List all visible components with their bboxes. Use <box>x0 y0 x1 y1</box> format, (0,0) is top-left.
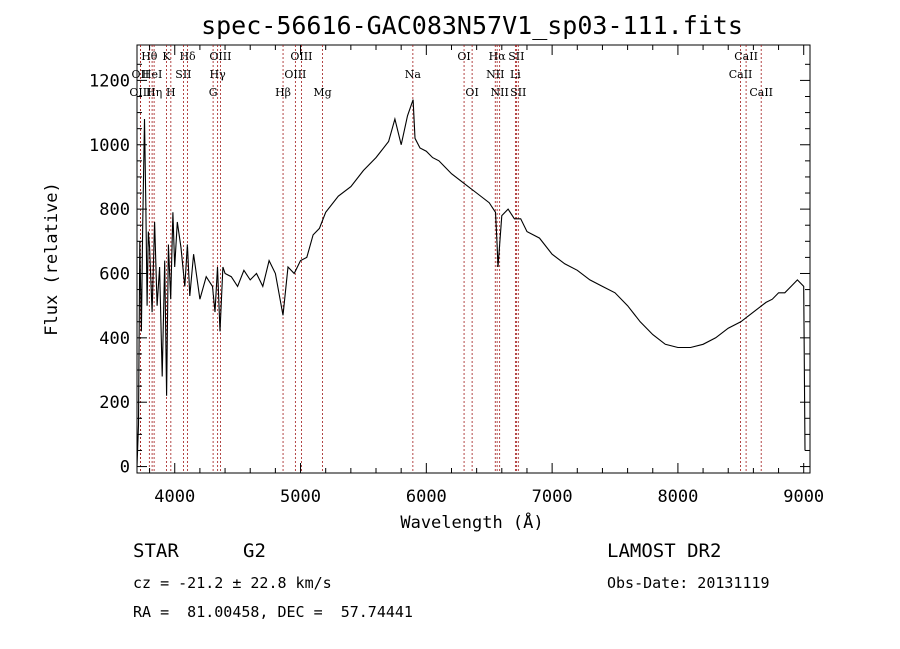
spectral-line-label: Hη <box>146 86 162 99</box>
coordinates-text: RA = 81.00458, DEC = 57.74441 <box>133 603 413 621</box>
spectrum-series-line <box>136 99 806 467</box>
x-tick-label: 5000 <box>280 487 321 507</box>
y-tick-label: 1200 <box>89 71 130 91</box>
y-tick-label: 400 <box>99 329 130 349</box>
spectral-line-label: OI <box>457 50 470 63</box>
spectral-line-label: Hβ <box>275 86 291 99</box>
spectral-line-label: Hθ <box>141 50 158 63</box>
spectral-line-label: Hγ <box>210 68 227 81</box>
y-tick-label: 600 <box>99 264 130 284</box>
spectral-line-label: Li <box>510 68 521 81</box>
y-tick-label: 1000 <box>89 136 130 156</box>
object-class: STAR <box>133 540 179 562</box>
x-axis-title: Wavelength (Å) <box>400 511 543 533</box>
spectral-line-label: OIII <box>129 86 151 99</box>
spectral-line-label: H <box>166 86 176 99</box>
y-tick-label: 800 <box>99 200 130 220</box>
spectral-line-label: Mg <box>313 86 331 99</box>
y-tick-label: 0 <box>120 458 130 478</box>
spectral-line-label: NII <box>491 86 509 99</box>
y-axis-ticks: 0 200 400 600 800 1000 1200 <box>89 63 810 478</box>
x-tick-label: 9000 <box>783 487 824 507</box>
y-tick-label: 200 <box>99 393 130 413</box>
obs-date-text: Obs-Date: 20131119 <box>607 574 770 592</box>
x-axis-ticks: 4000 5000 6000 7000 8000 9000 <box>149 45 824 507</box>
spectral-line-label: CaII <box>749 86 773 99</box>
spectral-line-label: CaII <box>729 68 753 81</box>
spectral-line-label: OI <box>465 86 478 99</box>
spectral-line-label: OIII <box>209 50 231 63</box>
spectral-line-label: SII <box>510 86 526 99</box>
x-tick-label: 6000 <box>406 487 447 507</box>
spectral-line-label: Hδ <box>179 50 196 63</box>
spectral-line-markers <box>139 45 762 473</box>
y-axis-title: Flux (relative) <box>42 182 62 336</box>
spectral-line-label: OII <box>132 68 150 81</box>
spectral-line-label: NII <box>486 68 504 81</box>
x-tick-label: 7000 <box>532 487 573 507</box>
survey-label: LAMOST DR2 <box>607 540 722 562</box>
plot-frame <box>136 44 811 474</box>
spectral-line-label: G <box>209 86 218 99</box>
spectral-line-label: HeI <box>142 68 162 81</box>
spectral-line-label: SII <box>175 68 191 81</box>
spectral-line-label: CaII <box>734 50 758 63</box>
spectral-line-label: K <box>162 50 171 63</box>
chart-title: spec-56616-GAC083N57V1_sp03-111.fits <box>201 11 743 40</box>
x-tick-label: 8000 <box>657 487 698 507</box>
spectral-line-label: Na <box>405 68 422 81</box>
x-tick-label: 4000 <box>154 487 195 507</box>
spectral-line-label: OIII <box>284 68 306 81</box>
spectral-line-label: Hα <box>489 50 507 63</box>
spectral-line-label: SII <box>508 50 524 63</box>
object-subclass: G2 <box>243 540 266 562</box>
spectral-line-label: OIII <box>290 50 312 63</box>
redshift-text: cz = -21.2 ± 22.8 km/s <box>133 574 332 592</box>
